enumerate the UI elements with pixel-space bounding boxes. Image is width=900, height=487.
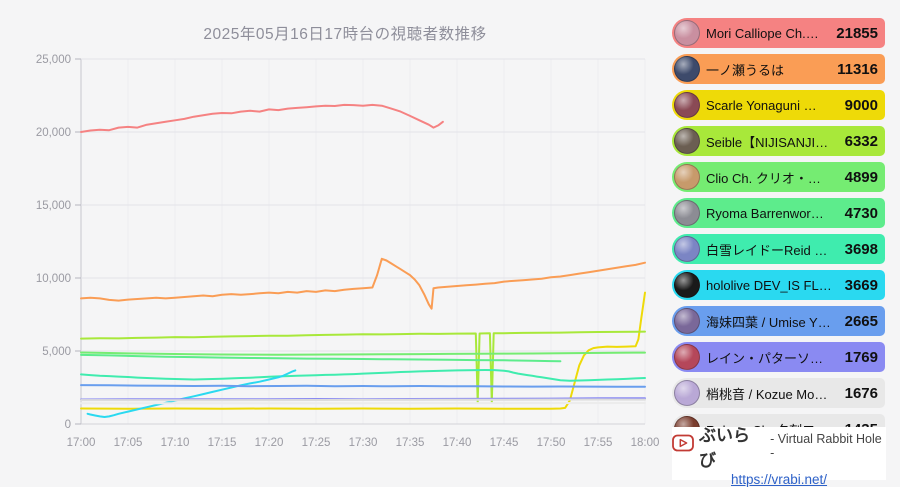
y-tick-label: 5,000 [42,346,71,358]
avatar [674,308,700,334]
channel-name: 梢桃音 / Kozue Mo… [706,384,841,403]
avatar [674,236,700,262]
x-tick-label: 18:00 [631,437,660,449]
chart-line [81,105,443,132]
x-tick-label: 17:35 [396,437,425,449]
legend-row[interactable]: Mori Calliope Ch.… 21855 [672,18,885,48]
x-tick-label: 17:50 [537,437,566,449]
legend-row[interactable]: Clio Ch. クリオ・… 4899 [672,162,885,192]
viewers-line-chart: 17:00 17:05 17:10 17:15 17:20 17:25 17:30 17:35… [0,0,672,480]
legend-row[interactable]: 一ノ瀬うるは 11316 [672,54,885,84]
site-footer: ぶいらび - Virtual Rabbit Hole - https://vra… [672,427,886,480]
avatar [674,380,700,406]
site-brand: ぶいらび [699,421,765,471]
chart-line [81,385,645,387]
chart-line [81,355,560,361]
site-tagline: - Virtual Rabbit Hole - [770,432,886,460]
avatar [674,56,700,82]
legend-row[interactable]: Seible【NIJISANJI… 6332 [672,126,885,156]
legend-row[interactable]: Scarle Yonaguni … 9000 [672,90,885,120]
x-tick-label: 17:40 [443,437,472,449]
legend-row[interactable]: 梢桃音 / Kozue Mo… 1676 [672,378,885,408]
x-tick-label: 17:45 [490,437,519,449]
viewer-count: 6332 [845,133,878,150]
channel-name: Scarle Yonaguni … [706,98,841,113]
y-tick-label: 25,000 [36,54,71,66]
channel-name: 一ノ瀬うるは [706,60,833,79]
viewer-count: 4899 [845,169,878,186]
y-tick-label: 20,000 [36,127,71,139]
channel-name: Seible【NIJISANJI… [706,132,841,151]
viewer-count: 2665 [845,313,878,330]
y-tick-label: 10,000 [36,273,71,285]
legend-row[interactable]: hololive DEV_IS FL… 3669 [672,270,885,300]
viewer-count: 1676 [845,385,878,402]
x-tick-label: 17:05 [114,437,143,449]
viewer-count: 3669 [845,277,878,294]
x-tick-label: 17:55 [584,437,613,449]
viewer-count: 4730 [845,205,878,222]
avatar [674,272,700,298]
legend-row[interactable]: レイン・パターソ… 1769 [672,342,885,372]
viewer-count: 9000 [845,97,878,114]
avatar [674,128,700,154]
y-tick-label: 15,000 [36,200,71,212]
play-button-icon [672,434,694,457]
channel-name: 白雪レイドーReid … [706,240,841,259]
viewer-count: 21855 [836,25,878,42]
x-tick-label: 17:10 [161,437,190,449]
avatar [674,344,700,370]
site-url-link[interactable]: https://vrabi.net/ [731,472,827,487]
legend-row[interactable]: 白雪レイドーReid … 3698 [672,234,885,264]
x-tick-label: 17:20 [255,437,284,449]
avatar [674,164,700,190]
viewer-count: 11316 [837,61,878,78]
legend-row[interactable]: Ryoma Barrenwor… 4730 [672,198,885,228]
x-tick-label: 17:15 [208,437,237,449]
channel-name: 海妹四葉 / Umise Y… [706,312,841,331]
channel-name: Ryoma Barrenwor… [706,206,841,221]
channel-ranking-list: Mori Calliope Ch.… 21855 一ノ瀬うるは 11316 Sc… [672,18,885,444]
viewer-count: 3698 [845,241,878,258]
channel-name: Clio Ch. クリオ・… [706,168,841,187]
channel-name: hololive DEV_IS FL… [706,278,841,293]
x-tick-label: 17:30 [349,437,378,449]
avatar [674,20,700,46]
chart-line [81,400,645,401]
x-tick-label: 17:00 [67,437,96,449]
x-tick-label: 17:25 [302,437,331,449]
avatar [674,92,700,118]
y-tick-label: 0 [65,419,71,431]
avatar [674,200,700,226]
channel-name: Mori Calliope Ch.… [706,26,832,41]
viewer-count: 1769 [845,349,878,366]
channel-name: レイン・パターソ… [706,348,841,367]
legend-row[interactable]: 海妹四葉 / Umise Y… 2665 [672,306,885,336]
